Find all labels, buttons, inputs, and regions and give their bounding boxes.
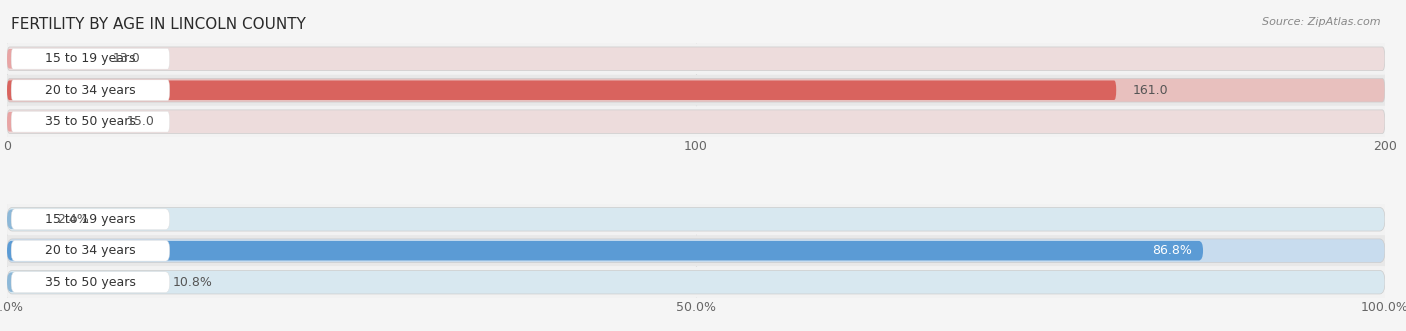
Text: 161.0: 161.0 xyxy=(1133,84,1168,97)
Text: 20 to 34 years: 20 to 34 years xyxy=(45,84,136,97)
FancyBboxPatch shape xyxy=(7,112,111,131)
FancyBboxPatch shape xyxy=(7,272,156,292)
FancyBboxPatch shape xyxy=(7,110,1385,133)
Text: 15.0: 15.0 xyxy=(127,115,155,128)
Text: 86.8%: 86.8% xyxy=(1152,244,1192,257)
Text: 10.8%: 10.8% xyxy=(173,276,212,289)
Text: 20 to 34 years: 20 to 34 years xyxy=(45,244,136,257)
FancyBboxPatch shape xyxy=(7,270,1385,294)
Text: 15 to 19 years: 15 to 19 years xyxy=(45,52,136,65)
FancyBboxPatch shape xyxy=(7,75,1385,106)
FancyBboxPatch shape xyxy=(7,43,1385,74)
FancyBboxPatch shape xyxy=(11,209,170,230)
FancyBboxPatch shape xyxy=(11,272,170,293)
Text: Source: ZipAtlas.com: Source: ZipAtlas.com xyxy=(1263,17,1381,26)
FancyBboxPatch shape xyxy=(7,78,1385,102)
Text: 35 to 50 years: 35 to 50 years xyxy=(45,276,136,289)
Text: 15 to 19 years: 15 to 19 years xyxy=(45,213,136,226)
FancyBboxPatch shape xyxy=(7,210,41,229)
FancyBboxPatch shape xyxy=(7,80,1116,100)
Text: 35 to 50 years: 35 to 50 years xyxy=(45,115,136,128)
FancyBboxPatch shape xyxy=(11,240,170,261)
FancyBboxPatch shape xyxy=(7,241,1204,260)
FancyBboxPatch shape xyxy=(7,49,97,69)
FancyBboxPatch shape xyxy=(7,266,1385,298)
Text: 2.4%: 2.4% xyxy=(56,213,89,226)
FancyBboxPatch shape xyxy=(7,106,1385,137)
FancyBboxPatch shape xyxy=(7,208,1385,231)
FancyBboxPatch shape xyxy=(11,111,170,132)
Text: 13.0: 13.0 xyxy=(112,52,141,65)
FancyBboxPatch shape xyxy=(7,47,1385,71)
FancyBboxPatch shape xyxy=(7,239,1385,262)
FancyBboxPatch shape xyxy=(7,204,1385,235)
FancyBboxPatch shape xyxy=(11,48,170,69)
Text: FERTILITY BY AGE IN LINCOLN COUNTY: FERTILITY BY AGE IN LINCOLN COUNTY xyxy=(11,17,307,31)
FancyBboxPatch shape xyxy=(11,80,170,101)
FancyBboxPatch shape xyxy=(7,235,1385,266)
